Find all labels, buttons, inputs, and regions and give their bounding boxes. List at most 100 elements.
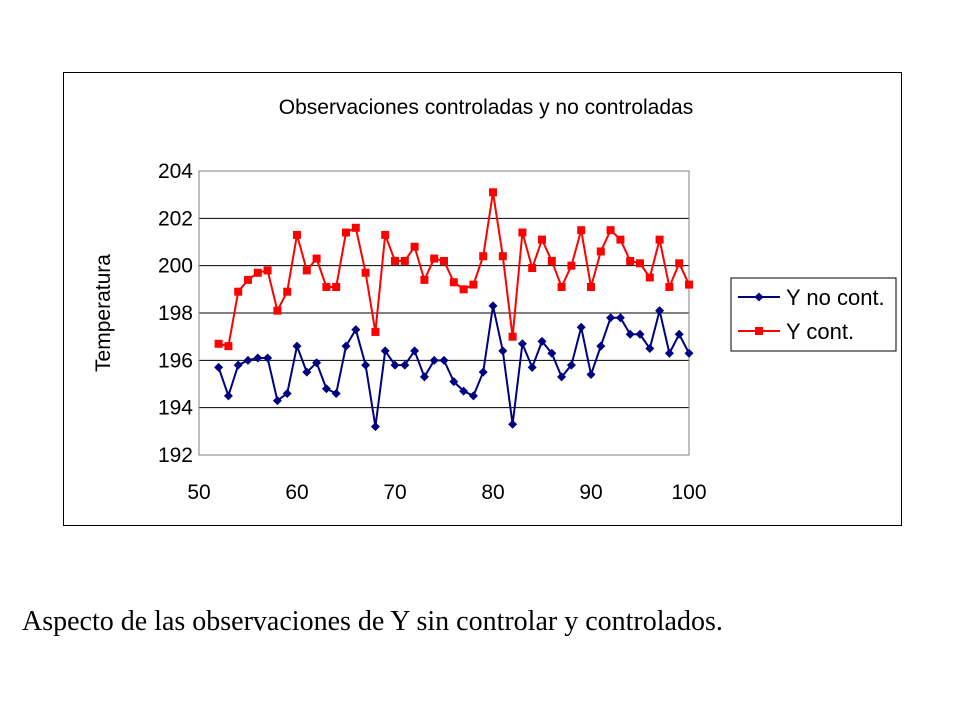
x-tick-label: 90 [579,481,602,504]
data-point-diamond [292,341,302,351]
x-tick-label: 60 [285,481,308,504]
data-point-square [273,306,282,315]
data-point-square [263,266,272,275]
data-point-diamond [547,348,557,358]
data-point-diamond [576,322,586,332]
figure-caption: Aspecto de las observaciones de Y sin co… [22,606,723,637]
data-point-square [381,230,390,239]
data-point-square [420,275,429,284]
plot-area [198,170,690,456]
data-point-square [253,268,262,277]
data-point-diamond [361,360,371,370]
y-tick-label: 196 [158,349,193,372]
data-point-diamond [233,360,243,370]
data-point-diamond [331,388,341,398]
data-point-diamond [419,372,429,382]
data-point-square [616,235,625,244]
data-point-square [449,278,458,287]
data-point-diamond [468,391,478,401]
data-point-diamond [390,360,400,370]
y-tick-label: 192 [158,444,193,467]
data-point-square [410,242,419,251]
data-point-square [645,273,654,282]
legend-label-y-no-cont: Y no cont. [786,285,885,310]
data-point-square [479,252,488,261]
data-point-square [557,282,566,291]
data-point-diamond [302,367,312,377]
data-point-diamond [566,360,576,370]
data-point-diamond [459,386,469,396]
x-tick-label: 50 [187,481,210,504]
y-tick-label: 204 [158,160,193,183]
data-point-diamond [606,313,616,323]
data-point-diamond [586,370,596,380]
data-point-square [244,275,252,284]
data-point-diamond [615,313,625,323]
data-point-square [675,259,684,268]
series-line-0 [217,305,690,427]
data-point-diamond [439,355,449,365]
data-point-square [214,339,223,348]
data-point-square [400,256,409,265]
data-point-diamond [380,346,390,356]
x-tick-label: 100 [671,481,706,504]
data-point-square [342,228,350,237]
chart-title: Observaciones controladas y no controlad… [279,96,693,119]
legend-marker-diamond [754,292,764,302]
data-point-square [498,252,507,261]
data-point-diamond [537,336,547,346]
y-tick-label: 202 [158,207,193,230]
data-point-square [636,259,644,268]
data-point-diamond [214,362,224,372]
data-point-diamond [684,348,694,358]
chart-svg: Observaciones controladas y no controlad… [92,96,897,504]
data-point-diamond [351,325,361,335]
data-point-diamond [449,377,459,387]
y-axis-label: Temperatura [92,254,115,372]
legend-marker-square [755,327,763,335]
data-point-square [234,287,243,296]
data-point-diamond [321,384,331,394]
data-point-square [489,188,497,197]
data-point-square [430,254,439,263]
data-point-diamond [312,358,322,368]
y-tick-labels: 192 194 196 198 200 202 204 [158,160,193,467]
data-point-square [655,235,664,244]
data-point-diamond [223,391,233,401]
data-point-square [440,256,448,265]
data-point-diamond [370,422,380,432]
data-point-diamond [664,348,674,358]
data-point-square [312,254,321,263]
y-tick-label: 194 [158,397,193,420]
data-point-square [587,282,595,291]
data-point-square [361,268,370,277]
x-tick-label: 70 [383,481,406,504]
data-point-diamond [478,367,488,377]
data-point-diamond [263,353,273,363]
data-point-square [371,327,380,336]
data-point-square [567,261,576,270]
data-point-diamond [400,360,410,370]
series-layer [214,188,694,432]
data-point-diamond [508,419,518,429]
data-point-diamond [282,388,292,398]
data-point-square [459,285,468,294]
data-point-diamond [272,396,282,406]
data-point-square [577,226,586,235]
data-point-square [528,264,537,273]
data-point-diamond [635,329,645,339]
data-point-square [224,342,233,351]
data-point-square [469,280,478,289]
data-point-square [283,287,292,296]
data-point-square [538,235,546,244]
data-point-square [322,282,331,291]
data-point-diamond [253,353,263,363]
chart-frame: Observaciones controladas y no controlad… [63,72,902,526]
data-point-square [606,226,615,235]
data-point-square [596,247,605,256]
data-point-diamond [527,362,537,372]
data-point-square [626,256,635,265]
data-point-square [332,282,341,291]
data-point-square [302,266,311,275]
data-point-diamond [645,344,655,353]
